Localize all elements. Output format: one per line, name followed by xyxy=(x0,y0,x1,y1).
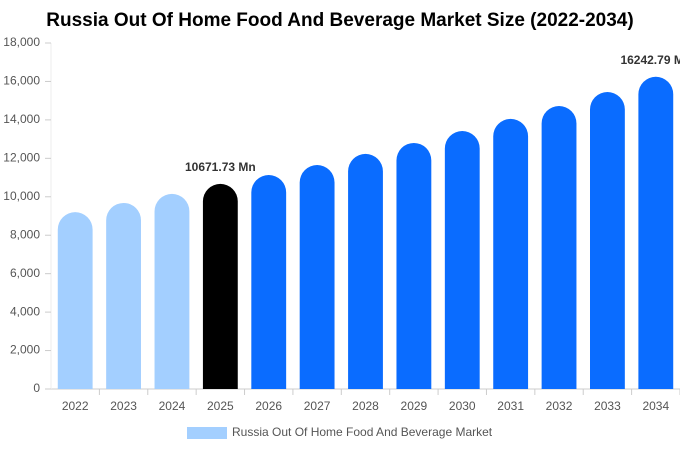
bar xyxy=(154,193,190,389)
x-tick-label: 2030 xyxy=(449,399,476,413)
y-tick-label: 6,000 xyxy=(10,266,40,280)
y-tick-label: 4,000 xyxy=(10,304,40,318)
x-tick-label: 2032 xyxy=(546,399,573,413)
bar xyxy=(57,212,93,389)
bar xyxy=(202,183,238,389)
bar xyxy=(444,131,480,389)
y-tick-label: 2,000 xyxy=(10,343,40,357)
x-tick-label: 2027 xyxy=(304,399,331,413)
data-label: 10671.73 Mn xyxy=(185,160,256,174)
x-tick-label: 2028 xyxy=(352,399,379,413)
bar xyxy=(493,118,529,390)
x-tick-label: 2026 xyxy=(255,399,282,413)
legend-swatch xyxy=(187,427,227,439)
x-tick-label: 2025 xyxy=(207,399,234,413)
x-tick-label: 2031 xyxy=(497,399,524,413)
bar xyxy=(638,76,674,389)
bar xyxy=(590,92,625,390)
x-tick-label: 2022 xyxy=(62,399,89,413)
x-tick-label: 2023 xyxy=(110,399,137,413)
y-tick-label: 8,000 xyxy=(10,227,40,241)
y-tick-label: 10,000 xyxy=(3,189,40,203)
y-tick-label: 16,000 xyxy=(3,74,40,88)
bar xyxy=(251,175,287,389)
y-tick-label: 0 xyxy=(33,381,40,395)
legend-label: Russia Out Of Home Food And Beverage Mar… xyxy=(232,425,493,439)
bar xyxy=(396,142,432,389)
bar xyxy=(541,106,577,390)
data-label: 16242.79 Mn xyxy=(620,53,680,67)
bar xyxy=(299,165,335,389)
y-tick-label: 14,000 xyxy=(3,112,40,126)
y-tick-label: 18,000 xyxy=(3,35,40,49)
x-tick-label: 2029 xyxy=(401,399,428,413)
x-tick-label: 2034 xyxy=(642,399,669,413)
x-tick-label: 2024 xyxy=(159,399,186,413)
y-tick-label: 12,000 xyxy=(3,151,40,165)
x-tick-label: 2033 xyxy=(594,399,621,413)
bar xyxy=(348,153,383,389)
chart-title: Russia Out Of Home Food And Beverage Mar… xyxy=(46,10,633,31)
bar xyxy=(106,202,141,389)
